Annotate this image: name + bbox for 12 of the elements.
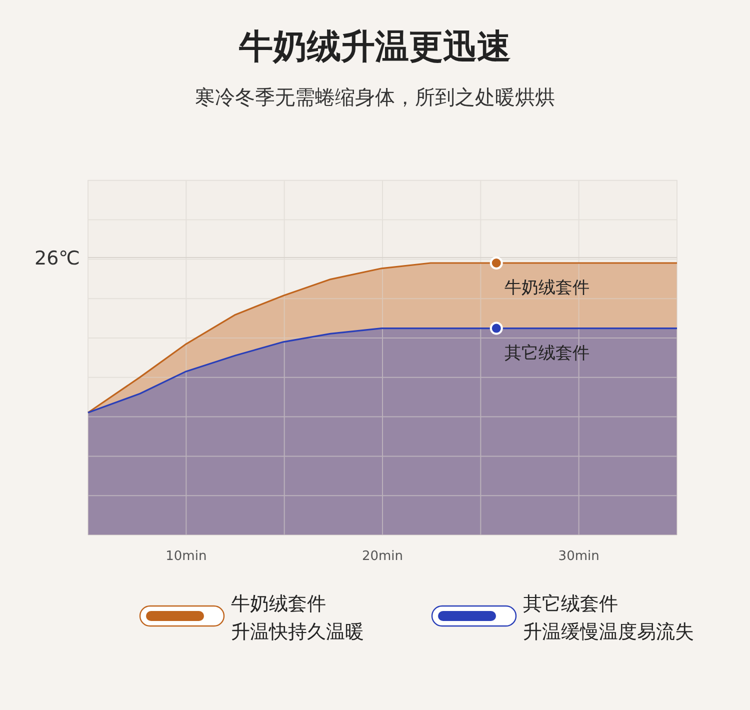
legend-label: 牛奶绒套件 (231, 593, 326, 615)
chart-subtitle: 寒冷冬季无需蜷缩身体，所到之处暖烘烘 (195, 85, 555, 109)
ref-line-label: 26℃ (34, 248, 80, 270)
chart-title: 牛奶绒升温更迅速 (238, 27, 511, 67)
annotation: 其它绒套件 (504, 343, 590, 364)
text: 升温缓慢温度易流失 (523, 621, 694, 643)
x-tick-label: 10min (166, 549, 207, 564)
annotation: 牛奶绒套件 (504, 278, 590, 298)
x-tick-label: 20min (362, 549, 404, 564)
legend-label: 其它绒套件 (523, 593, 618, 615)
x-tick-label: 30min (558, 549, 600, 564)
text: 升温快持久温暖 (231, 621, 364, 643)
